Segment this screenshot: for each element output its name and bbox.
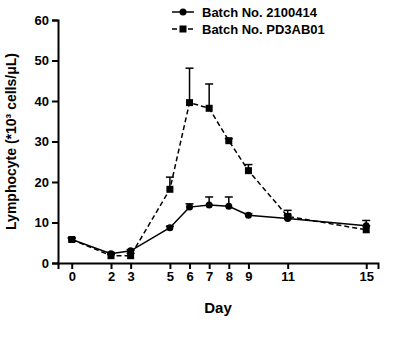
data-point: [166, 186, 173, 193]
data-point: [284, 213, 291, 220]
error-bar: [205, 84, 213, 108]
x-tick: 6: [186, 263, 193, 284]
data-point: [225, 137, 232, 144]
x-axis-title: Day: [204, 299, 232, 316]
x-tick-mark: [248, 263, 250, 269]
y-tick-label: 10: [35, 215, 49, 230]
x-tick: 8: [226, 263, 233, 284]
y-tick: 60: [35, 13, 58, 28]
series-line: [72, 205, 366, 254]
y-axis-title: Lymphocyte (*10³ cells/μL): [3, 53, 19, 230]
y-tick-label: 60: [35, 13, 49, 28]
error-bar: [186, 68, 194, 102]
x-tick: 15: [359, 263, 373, 284]
data-point: [68, 236, 75, 243]
x-tick-label: 7: [206, 269, 213, 284]
chart: 0 23 56789 11 15 0 10 20 30 40 50 60 Day Lymphocyte (…: [0, 0, 400, 339]
data-point: [186, 99, 193, 106]
error-bar-cap: [205, 196, 213, 198]
y-tick: 0: [42, 256, 58, 271]
x-tick-mark: [71, 263, 73, 269]
x-tick: 2: [108, 263, 115, 284]
series-group: [68, 68, 370, 259]
data-point: [186, 204, 193, 211]
y-axis: 0 10 20 30 40 50 60: [35, 13, 59, 271]
error-bar-cap: [166, 176, 174, 178]
data-point: [245, 212, 252, 219]
x-tick: 0: [69, 263, 76, 284]
x-tick-label: 2: [108, 269, 115, 284]
x-tick-mark: [111, 263, 113, 269]
x-tick: 3: [128, 263, 135, 284]
y-tick: 50: [35, 53, 58, 68]
x-tick-mark: [130, 263, 132, 269]
x-tick-label: 15: [359, 269, 373, 284]
legend-item: Batch No. PD3AB01: [172, 22, 325, 37]
y-tick-mark: [52, 20, 58, 22]
legend-label: Batch No. 2100414: [202, 5, 318, 20]
y-axis-line: [52, 21, 59, 264]
y-tick-mark: [52, 263, 58, 265]
data-point: [363, 226, 370, 233]
y-tick-label: 20: [35, 175, 49, 190]
legend: Batch No. 2100414 Batch No. PD3AB01: [172, 5, 325, 37]
y-tick-mark: [52, 60, 58, 62]
error-bar-cap: [362, 225, 370, 227]
x-tick: 5: [167, 263, 174, 284]
x-tick-label: 8: [226, 269, 233, 284]
error-bar-cap: [244, 164, 252, 166]
x-axis-line: [59, 264, 379, 270]
x-tick-mark: [366, 263, 368, 269]
y-tick-label: 40: [35, 94, 49, 109]
y-tick-label: 50: [35, 53, 49, 68]
plot: 0 23 56789 11 15 0 10 20 30 40 50 60: [35, 13, 379, 285]
data-point: [108, 252, 115, 259]
data-point: [127, 252, 134, 259]
x-tick-label: 9: [245, 269, 252, 284]
y-tick-mark: [52, 182, 58, 184]
x-tick-label: 0: [69, 269, 76, 284]
x-tick-label: 5: [167, 269, 174, 284]
error-bar-cap: [362, 220, 370, 222]
error-bar-stem: [189, 68, 191, 102]
data-point: [68, 236, 75, 243]
x-tick-label: 11: [281, 269, 295, 284]
error-bar-cap: [186, 67, 194, 69]
x-tick: 11: [281, 263, 295, 284]
series-line: [72, 103, 366, 256]
error-bar-cap: [205, 83, 213, 85]
x-tick: 7: [206, 263, 213, 284]
legend-label: Batch No. PD3AB01: [202, 22, 325, 37]
x-tick-label: 6: [186, 269, 193, 284]
x-tick-label: 3: [128, 269, 135, 284]
legend-marker: [180, 9, 187, 16]
data-point: [206, 202, 213, 209]
error-bar-stem: [208, 84, 210, 108]
x-tick-mark: [228, 263, 230, 269]
x-tick-mark: [209, 263, 211, 269]
y-tick-mark: [52, 222, 58, 224]
data-point: [206, 105, 213, 112]
y-tick: 10: [35, 215, 58, 230]
y-tick: 40: [35, 94, 58, 109]
y-tick: 20: [35, 175, 58, 190]
x-tick-mark: [287, 263, 289, 269]
y-tick-label: 0: [42, 256, 49, 271]
legend-item: Batch No. 2100414: [172, 5, 318, 20]
error-bar-cap: [284, 210, 292, 212]
x-tick: 9: [245, 263, 252, 284]
legend-marker: [180, 26, 187, 33]
y-tick-label: 30: [35, 134, 49, 149]
data-point: [225, 203, 232, 210]
data-point: [245, 167, 252, 174]
y-tick-mark: [52, 101, 58, 103]
error-bar-cap: [225, 196, 233, 198]
y-tick-mark: [52, 141, 58, 143]
x-axis: 0 23 56789 11 15: [59, 263, 379, 284]
data-point: [166, 224, 173, 231]
x-tick-mark: [169, 263, 171, 269]
x-tick-mark: [189, 263, 191, 269]
y-tick: 30: [35, 134, 58, 149]
